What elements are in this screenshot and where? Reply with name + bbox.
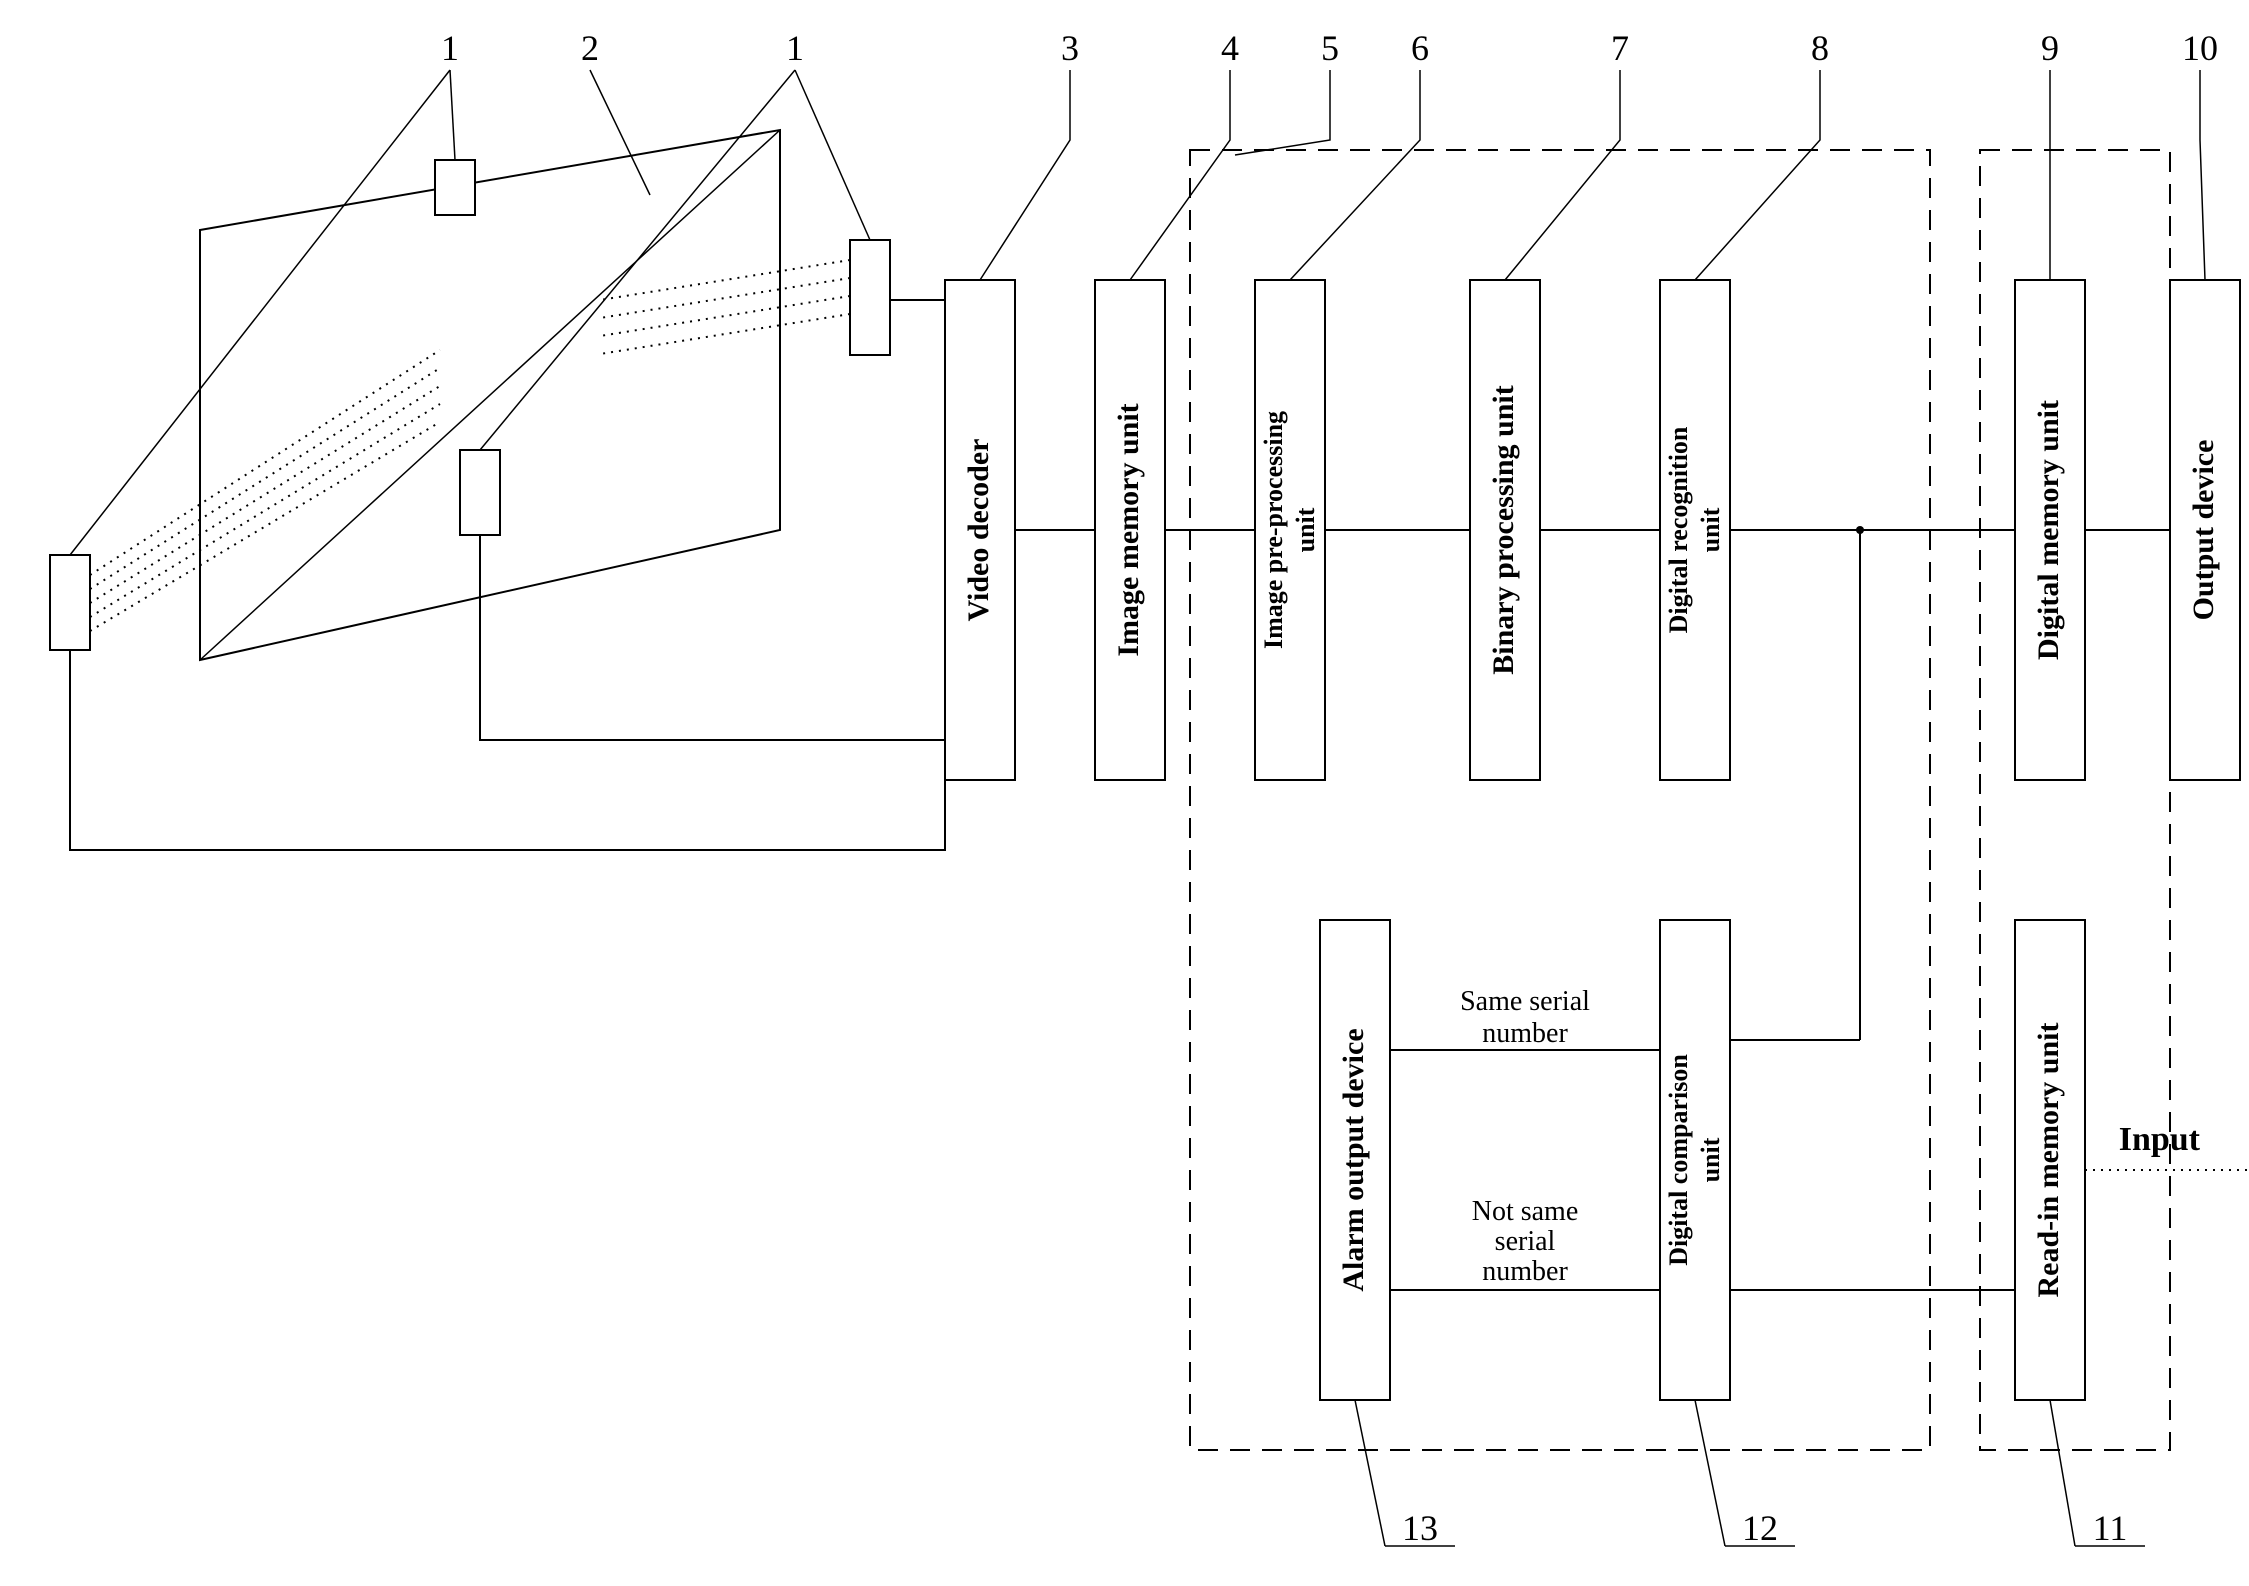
svg-text:Video decoder: Video decoder [962, 438, 995, 621]
camera [50, 555, 90, 650]
camera [850, 240, 890, 355]
svg-text:Binary processing unit: Binary processing unit [1487, 385, 1520, 675]
svg-text:Read-in memory unit: Read-in memory unit [2032, 1023, 2065, 1298]
svg-text:unit: unit [1696, 507, 1725, 552]
svg-text:Output device: Output device [2187, 440, 2220, 621]
svg-text:Not same: Not same [1472, 1196, 1579, 1227]
diagram-canvas: Video decoder Image memory unit Image pre-… [0, 0, 2249, 1586]
svg-text:12: 12 [1742, 1508, 1778, 1548]
dashed-region-right [1980, 150, 2170, 1450]
svg-text:serial: serial [1495, 1226, 1556, 1257]
svg-text:Input: Input [2119, 1121, 2201, 1158]
callout-n5: 5 [1321, 28, 1339, 68]
svg-text:Alarm output device: Alarm output device [1337, 1028, 1370, 1291]
svg-text:11: 11 [2093, 1508, 2128, 1548]
svg-text:number: number [1482, 1256, 1568, 1287]
callout-n4: 4 [1221, 28, 1239, 68]
callout-n3: 3 [1061, 28, 1079, 68]
svg-text:unit: unit [1291, 507, 1320, 552]
callout-n10: 10 [2182, 28, 2218, 68]
svg-text:1: 1 [441, 28, 459, 68]
callout-n2: 2 [581, 28, 599, 68]
svg-text:Image memory unit: Image memory unit [1112, 403, 1145, 656]
dashed-region-5 [1190, 150, 1930, 1450]
svg-text:Same serial: Same serial [1460, 986, 1590, 1017]
svg-text:Digital comparison: Digital comparison [1664, 1054, 1693, 1266]
callout-n9: 9 [2041, 28, 2059, 68]
svg-text:Image pre-processing: Image pre-processing [1259, 411, 1288, 649]
svg-text:Digital recognition: Digital recognition [1664, 426, 1693, 633]
svg-text:Digital memory unit: Digital memory unit [2032, 400, 2065, 660]
svg-text:number: number [1482, 1018, 1568, 1049]
svg-text:unit: unit [1696, 1137, 1725, 1182]
camera [460, 450, 500, 535]
callout-n7: 7 [1611, 28, 1629, 68]
camera [435, 160, 475, 215]
svg-text:1: 1 [786, 28, 804, 68]
svg-text:13: 13 [1402, 1508, 1438, 1548]
callout-n6: 6 [1411, 28, 1429, 68]
callout-n8: 8 [1811, 28, 1829, 68]
